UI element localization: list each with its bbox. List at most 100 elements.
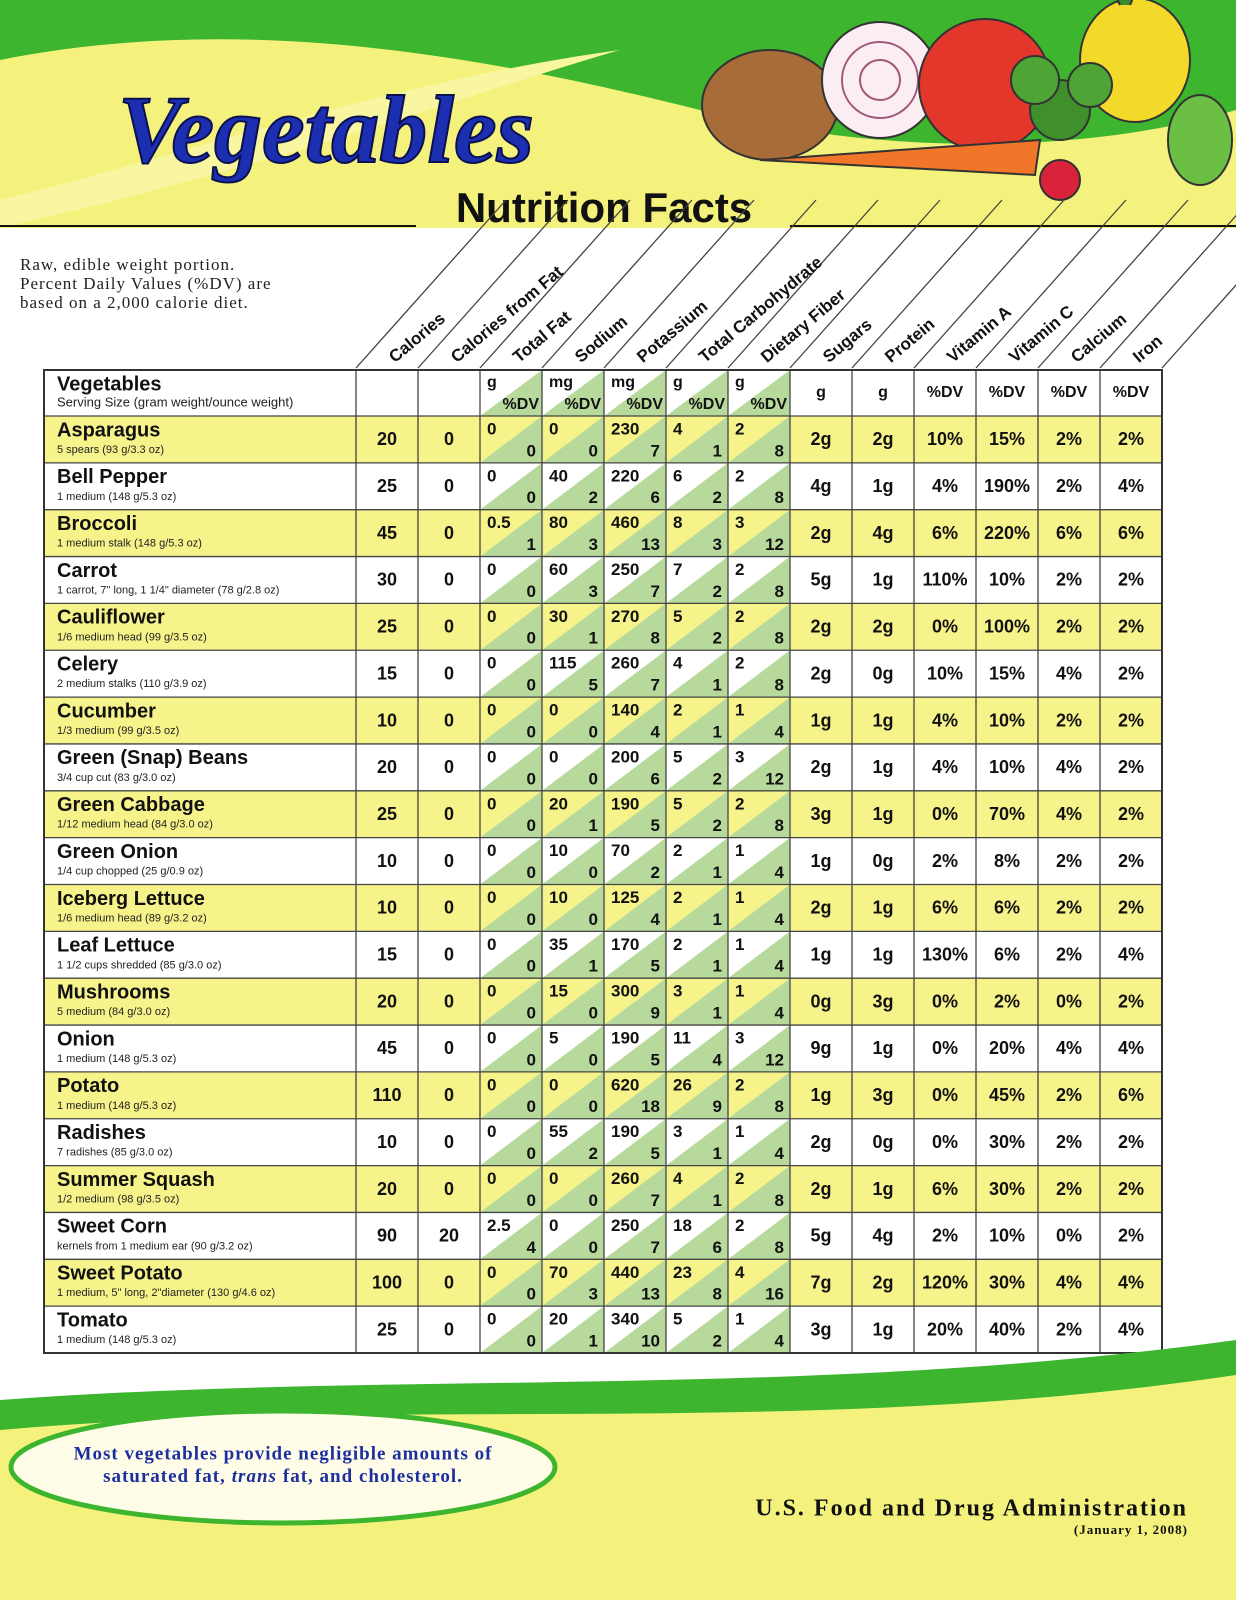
serving-size: 5 spears (93 g/3.3 oz) — [57, 444, 164, 456]
amount: 1 — [735, 935, 744, 954]
daily-value: 0 — [589, 1004, 598, 1023]
vegetable-name: Iceberg Lettuce — [57, 888, 205, 910]
dv-shade — [666, 1212, 728, 1260]
cell-value: 25 — [377, 476, 397, 496]
cell-value: 30% — [989, 1132, 1025, 1152]
cell-value: 2% — [1056, 1085, 1082, 1105]
amount: 0 — [487, 1029, 496, 1048]
amount: 2 — [735, 560, 744, 579]
cell-value: 40% — [989, 1319, 1025, 1339]
amount: 4 — [735, 1263, 745, 1282]
cell-value: 100% — [984, 617, 1030, 637]
footer-note-line: Most vegetables provide negligible amoun… — [74, 1443, 493, 1464]
amount: 0 — [487, 1263, 496, 1282]
daily-value: 1 — [713, 722, 722, 741]
cell-value: 15% — [989, 663, 1025, 683]
cell-value: 6% — [1056, 523, 1082, 543]
daily-value: 12 — [765, 1050, 784, 1069]
daily-value: 0 — [527, 1191, 536, 1210]
column-label: Sodium — [571, 312, 631, 367]
cell-value: 0 — [444, 757, 454, 777]
amount: 190 — [611, 1029, 639, 1048]
amount: 1 — [735, 701, 744, 720]
amount: 620 — [611, 1075, 639, 1094]
amount: 1 — [735, 888, 744, 907]
cell-value: 2% — [1056, 570, 1082, 590]
daily-value: 0 — [527, 1144, 536, 1163]
unit-dv: %DV — [751, 396, 788, 413]
cell-value: 2% — [1056, 1319, 1082, 1339]
note: Raw, edible weight portion. Percent Dail… — [20, 255, 271, 312]
dv-shade — [480, 931, 542, 979]
dv-shade — [542, 556, 604, 604]
cell-value: 4% — [1118, 945, 1144, 965]
amount: 35 — [549, 935, 568, 954]
title: Vegetables — [118, 76, 534, 183]
cell-value: 2% — [1056, 429, 1082, 449]
daily-value: 4 — [775, 722, 785, 741]
cell-value: 1g — [872, 570, 893, 590]
daily-value: 1 — [589, 816, 598, 835]
cell-value: 0% — [932, 1132, 958, 1152]
dv-shade — [604, 1071, 666, 1119]
footer-note-line: saturated fat, trans fat, and cholesterol. — [103, 1466, 463, 1487]
amount: 3 — [673, 982, 682, 1001]
vegetable-name: Green (Snap) Beans — [57, 747, 248, 769]
cell-value: 0 — [444, 1132, 454, 1152]
daily-value: 9 — [713, 1097, 722, 1116]
daily-value: 2 — [713, 582, 722, 601]
column-label: Calcium — [1067, 309, 1130, 366]
cell-value: 15 — [377, 663, 397, 683]
daily-value: 0 — [527, 629, 536, 648]
cell-value: 1g — [872, 1179, 893, 1199]
unit-amount: g — [487, 374, 497, 391]
dv-shade — [666, 1071, 728, 1119]
dv-shade — [666, 931, 728, 979]
amount: 55 — [549, 1122, 568, 1141]
dv-shade — [666, 509, 728, 557]
dv-shade — [666, 790, 728, 838]
dv-shade — [604, 884, 666, 932]
amount: 0 — [487, 607, 496, 626]
daily-value: 0 — [527, 441, 536, 460]
header-slant — [417, 199, 569, 369]
amount: 0 — [487, 888, 496, 907]
cell-value: 0% — [932, 1085, 958, 1105]
amount: 2 — [735, 1169, 744, 1188]
footer-note-italic: trans — [232, 1466, 277, 1487]
cell-value: 1g — [872, 1038, 893, 1058]
daily-value: 3 — [589, 582, 598, 601]
dv-shade — [666, 884, 728, 932]
cell-value: 2% — [1118, 898, 1144, 918]
amount: 2 — [735, 607, 744, 626]
cell-value: 0 — [444, 523, 454, 543]
amount: 2 — [673, 701, 682, 720]
daily-value: 1 — [527, 535, 536, 554]
cell-value: 2% — [1056, 1132, 1082, 1152]
cell-value: 2g — [810, 617, 831, 637]
unit-amount: mg — [549, 374, 573, 391]
dv-shade — [480, 1306, 542, 1353]
amount: 0 — [487, 1122, 496, 1141]
dv-shade — [604, 790, 666, 838]
dv-shade — [604, 837, 666, 885]
dv-shade — [604, 509, 666, 557]
header-serving: Serving Size (gram weight/ounce weight) — [57, 394, 293, 409]
amount: 115 — [549, 654, 576, 673]
header-slant — [479, 199, 631, 369]
cell-value: 1g — [872, 945, 893, 965]
dv-shade — [604, 978, 666, 1026]
cell-value: 20 — [377, 1179, 397, 1199]
column-label: Vitamin C — [1005, 302, 1077, 367]
daily-value: 7 — [651, 676, 660, 695]
cell-value: 6% — [1118, 523, 1144, 543]
amount: 4 — [673, 654, 683, 673]
cell-value: 45 — [377, 523, 397, 543]
serving-size: 7 radishes (85 g/3.0 oz) — [57, 1147, 173, 1159]
dv-shade — [666, 1118, 728, 1166]
dv-shade — [604, 1165, 666, 1213]
dv-shade — [480, 1259, 542, 1307]
cell-value: 3g — [810, 804, 831, 824]
cell-value: 7g — [810, 1272, 831, 1292]
